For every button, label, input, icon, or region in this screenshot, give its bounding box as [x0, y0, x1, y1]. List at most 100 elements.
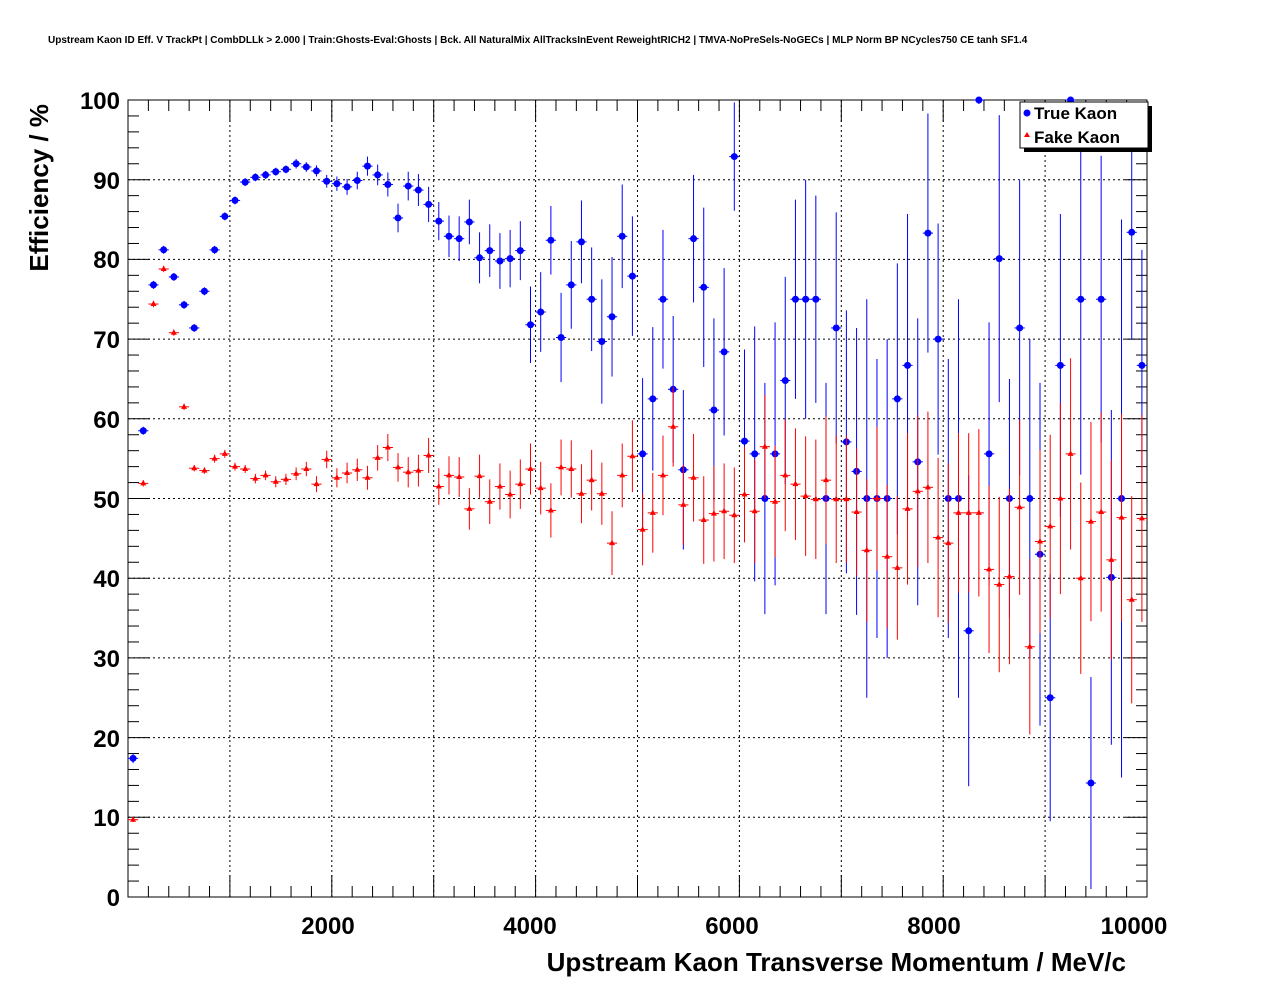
marker-triangle	[619, 471, 626, 478]
marker-circle	[343, 183, 351, 191]
marker-triangle	[466, 505, 473, 511]
marker-triangle	[221, 450, 228, 456]
legend-label-fake-kaon: Fake Kaon	[1034, 128, 1120, 147]
fake-kaon-data-point	[291, 467, 302, 481]
true-kaon-data-point	[922, 113, 934, 353]
legend-box	[1019, 101, 1149, 149]
fake-kaon-data-point	[688, 433, 699, 522]
fake-kaon-data-point	[464, 488, 475, 530]
true-kaon-data-point	[1096, 155, 1107, 443]
marker-triangle	[537, 484, 544, 491]
marker-triangle	[333, 474, 340, 480]
marker-circle	[455, 235, 463, 243]
fake-kaon-data-point	[810, 439, 821, 560]
marker-triangle	[782, 471, 789, 478]
true-kaon-data-point	[933, 223, 944, 455]
true-kaon-data-point	[800, 179, 811, 419]
y-tick-label-10: 10	[93, 805, 120, 832]
marker-circle	[374, 171, 382, 179]
y-tick-label-60: 60	[93, 407, 120, 434]
true-kaon-data-point	[209, 245, 220, 254]
true-kaon-data-point	[657, 229, 669, 369]
true-kaon-data-point	[484, 224, 495, 277]
marker-circle	[262, 171, 270, 179]
true-kaon-data-point	[423, 186, 434, 222]
marker-triangle	[609, 539, 616, 546]
fake-kaon-data-point	[1075, 482, 1086, 674]
marker-triangle	[201, 467, 208, 473]
marker-circle	[445, 232, 453, 240]
marker-circle	[506, 255, 514, 263]
y-tick-label-90: 90	[93, 168, 120, 195]
fake-kaon-data-point	[189, 464, 200, 472]
true-kaon-data-point	[331, 176, 342, 191]
marker-triangle	[160, 265, 167, 271]
legend-label-true-kaon: True Kaon	[1034, 104, 1117, 123]
true-kaon-data-point	[454, 216, 465, 261]
marker-triangle	[415, 467, 422, 473]
fake-kaon-data-point	[280, 473, 292, 485]
marker-triangle	[231, 463, 238, 469]
fake-kaon-data-point	[596, 462, 607, 525]
marker-triangle	[588, 476, 595, 483]
marker-circle	[577, 238, 585, 246]
marker-circle	[588, 295, 596, 303]
true-kaon-data-point	[362, 156, 373, 176]
fake-kaon-data-point	[882, 484, 893, 629]
fake-kaon-data-point	[627, 420, 638, 493]
marker-triangle	[1108, 556, 1115, 562]
marker-circle	[200, 287, 208, 295]
fake-kaon-data-point	[1116, 414, 1127, 622]
fake-kaon-data-point	[525, 443, 536, 495]
true-kaon-data-point	[566, 241, 577, 329]
marker-circle	[975, 96, 983, 104]
marker-circle	[1128, 228, 1136, 236]
marker-circle	[700, 283, 708, 291]
marker-triangle	[761, 443, 768, 449]
true-kaon-data-point	[474, 232, 485, 284]
marker-triangle	[833, 495, 840, 502]
marker-circle	[435, 217, 443, 225]
x-tick-label-6000: 6000	[705, 913, 758, 940]
marker-circle	[292, 160, 300, 168]
fake-kaon-data-point	[199, 467, 210, 474]
marker-circle	[323, 177, 331, 185]
fake-kaon-data-point	[484, 479, 495, 525]
fake-kaon-data-point	[250, 473, 261, 484]
marker-triangle	[945, 539, 952, 546]
marker-triangle	[965, 509, 972, 515]
true-kaon-data-point	[688, 174, 699, 303]
true-kaon-data-point	[576, 200, 587, 284]
marker-circle	[465, 218, 473, 226]
marker-triangle	[843, 495, 850, 502]
marker-circle	[751, 450, 759, 458]
marker-circle	[649, 395, 657, 403]
marker-triangle	[293, 470, 300, 476]
fake-kaon-data-point	[535, 461, 546, 515]
marker-triangle	[629, 452, 636, 459]
marker-circle	[333, 180, 341, 188]
x-tick-label-4000: 4000	[503, 913, 556, 940]
marker-circle	[740, 437, 748, 445]
marker-triangle	[670, 423, 677, 429]
fake-kaon-data-point	[983, 485, 995, 654]
marker-triangle	[1138, 514, 1145, 521]
marker-circle	[384, 180, 392, 188]
y-tick-label-30: 30	[93, 646, 120, 673]
fake-kaon-data-point	[657, 435, 669, 516]
marker-triangle	[242, 465, 249, 472]
marker-circle	[934, 335, 942, 343]
true-kaon-data-point	[189, 323, 200, 332]
marker-circle	[608, 313, 616, 321]
fake-kaon-data-point	[912, 415, 923, 568]
marker-triangle	[772, 498, 779, 504]
true-kaon-data-point	[148, 280, 159, 289]
marker-circle	[414, 186, 422, 194]
marker-circle	[404, 182, 412, 190]
fake-kaon-data-point	[973, 429, 984, 597]
marker-triangle	[1047, 522, 1054, 529]
fake-kaon-data-point	[555, 439, 567, 496]
true-kaon-data-point	[617, 184, 628, 289]
marker-circle	[251, 173, 259, 181]
